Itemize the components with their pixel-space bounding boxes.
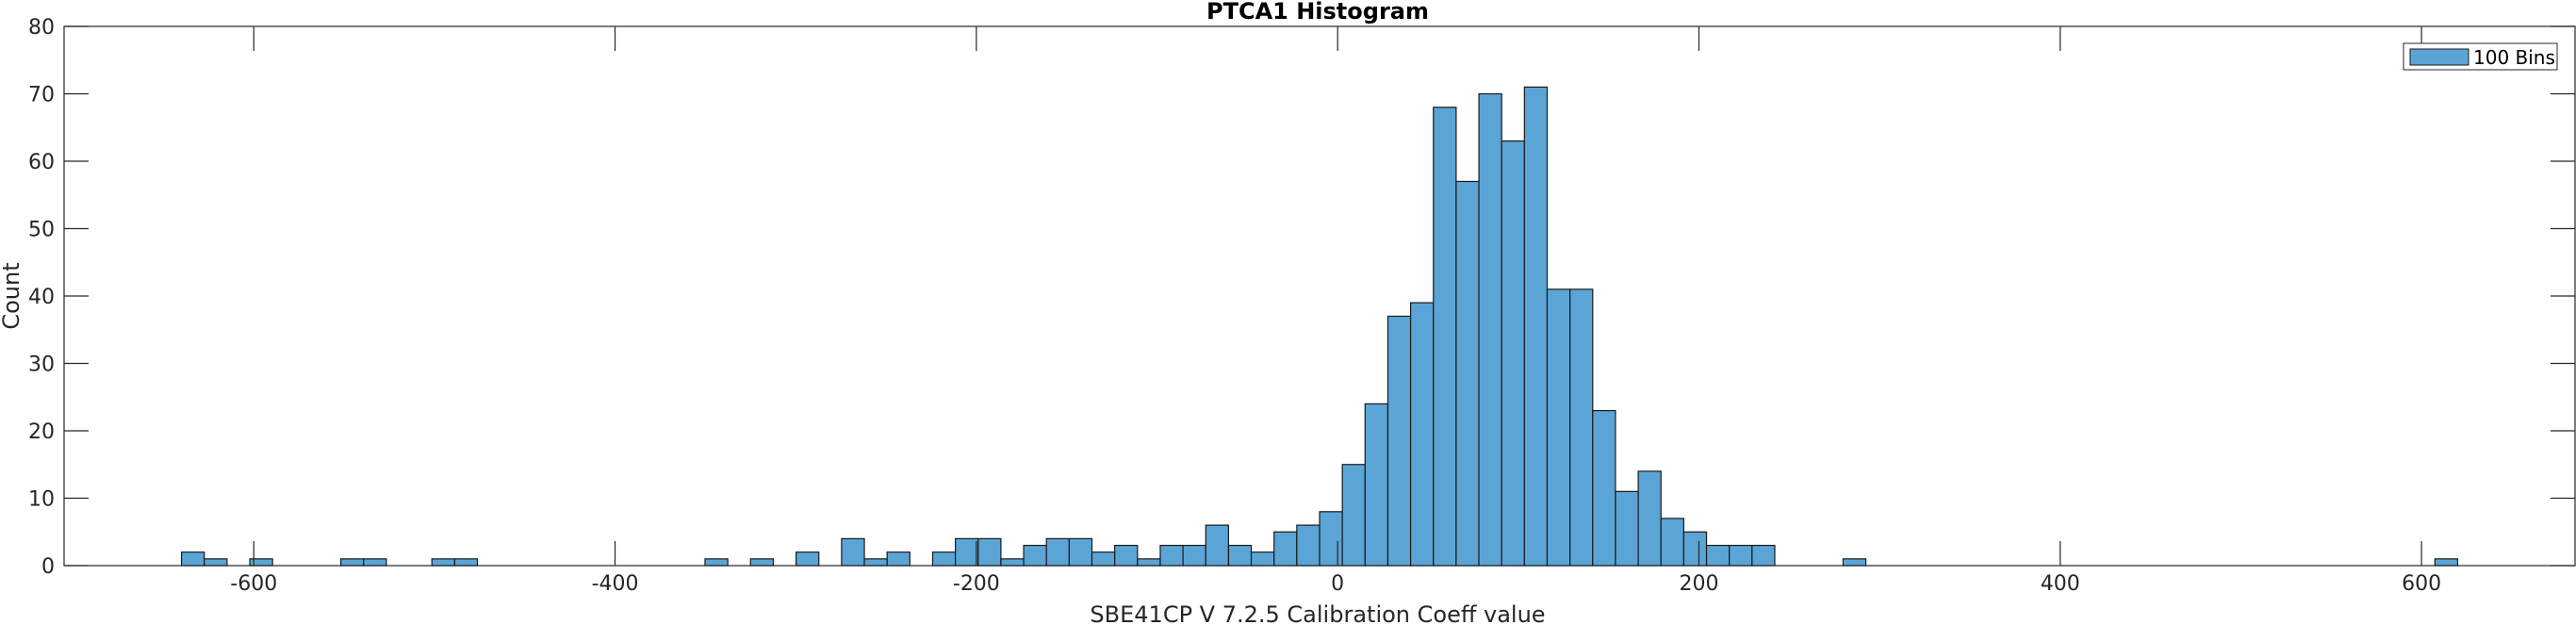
histogram-bar bbox=[1523, 86, 1549, 567]
legend: 100 Bins bbox=[2403, 42, 2558, 71]
histogram-bar bbox=[931, 551, 957, 567]
legend-label: 100 Bins bbox=[2473, 46, 2555, 69]
histogram-bar bbox=[1729, 544, 1753, 567]
histogram-bar bbox=[1433, 107, 1457, 567]
chart-title: PTCA1 Histogram bbox=[1206, 0, 1429, 25]
y-tick-label: 60 bbox=[28, 151, 55, 174]
histogram-bar bbox=[1000, 558, 1025, 567]
x-axis: -600 -400 -200 0 200 400 600 bbox=[230, 26, 2441, 596]
histogram-bar bbox=[1250, 551, 1275, 567]
histogram-bar bbox=[1546, 288, 1571, 567]
histogram-bar bbox=[1569, 288, 1594, 567]
histogram-bar bbox=[863, 558, 888, 567]
y-tick-label: 50 bbox=[28, 219, 55, 242]
histogram-bar bbox=[1386, 315, 1412, 567]
x-tick-label: 600 bbox=[2402, 572, 2441, 596]
histogram-bar bbox=[1159, 544, 1184, 567]
y-tick-label: 0 bbox=[41, 555, 55, 579]
histogram-bar bbox=[1341, 464, 1366, 567]
histogram-bar bbox=[1091, 551, 1116, 567]
y-tick-label: 10 bbox=[28, 488, 55, 512]
y-tick-label: 20 bbox=[28, 420, 55, 444]
histogram-bar bbox=[977, 537, 1002, 567]
y-tick-label: 80 bbox=[28, 16, 55, 40]
histogram-bar bbox=[1592, 409, 1616, 567]
histogram-bar bbox=[1478, 92, 1502, 567]
x-tick-label: -200 bbox=[953, 572, 1000, 596]
y-tick-label: 30 bbox=[28, 354, 55, 377]
histogram-bar bbox=[1501, 140, 1525, 567]
x-tick-label: -600 bbox=[230, 572, 277, 596]
x-tick-label: 400 bbox=[2041, 572, 2080, 596]
x-tick-label: 0 bbox=[1331, 572, 1344, 596]
histogram-bar bbox=[1615, 490, 1639, 567]
histogram-bar bbox=[340, 558, 365, 567]
histogram-bar bbox=[1273, 531, 1298, 567]
histogram-bar bbox=[1045, 537, 1070, 567]
y-axis-label: Count bbox=[0, 262, 25, 329]
histogram-bar bbox=[1296, 524, 1321, 567]
histogram-bar bbox=[1660, 518, 1684, 567]
histogram-bar bbox=[1114, 544, 1139, 567]
histogram-bar bbox=[704, 558, 729, 567]
histogram-bar bbox=[795, 551, 820, 567]
histogram-bar bbox=[1409, 302, 1435, 567]
histogram-bar bbox=[180, 551, 205, 567]
histogram-bar bbox=[1023, 544, 1047, 567]
y-tick-label: 40 bbox=[28, 286, 55, 309]
histogram-bar bbox=[363, 558, 387, 567]
histogram-bar bbox=[1637, 470, 1662, 567]
histogram-bar bbox=[2434, 558, 2459, 567]
histogram-bar bbox=[1068, 537, 1093, 567]
y-tick-label: 70 bbox=[28, 84, 55, 107]
histogram-bar bbox=[841, 537, 865, 567]
histogram-bar bbox=[955, 537, 979, 567]
histogram-bar bbox=[431, 558, 455, 567]
histogram-bar bbox=[749, 558, 775, 567]
histogram-bar bbox=[1319, 511, 1343, 567]
histogram-bar bbox=[1455, 180, 1480, 567]
legend-swatch bbox=[2409, 48, 2469, 66]
plot-area bbox=[63, 25, 2576, 567]
histogram-bar bbox=[1842, 558, 1867, 567]
histogram-bar bbox=[1705, 544, 1731, 567]
histogram-bar bbox=[1751, 544, 1776, 567]
histogram-bar bbox=[1205, 524, 1230, 567]
histogram-bar bbox=[886, 551, 911, 567]
x-tick-label: -400 bbox=[592, 572, 639, 596]
histogram-bar bbox=[1182, 544, 1206, 567]
histogram-bar bbox=[453, 558, 479, 567]
histogram-bar bbox=[204, 558, 228, 567]
x-tick-label: 200 bbox=[1679, 572, 1718, 596]
histogram-bar bbox=[1227, 544, 1253, 567]
histogram-bar bbox=[249, 558, 273, 567]
x-axis-label: SBE41CP V 7.2.5 Calibration Coeff value bbox=[1090, 601, 1545, 625]
histogram-bar bbox=[1364, 403, 1389, 567]
bars-group bbox=[180, 86, 2459, 567]
histogram-bar bbox=[1137, 558, 1161, 567]
y-axis: 0 10 20 30 40 50 60 70 80 bbox=[28, 16, 2575, 579]
histogram-bar bbox=[1682, 531, 1708, 567]
